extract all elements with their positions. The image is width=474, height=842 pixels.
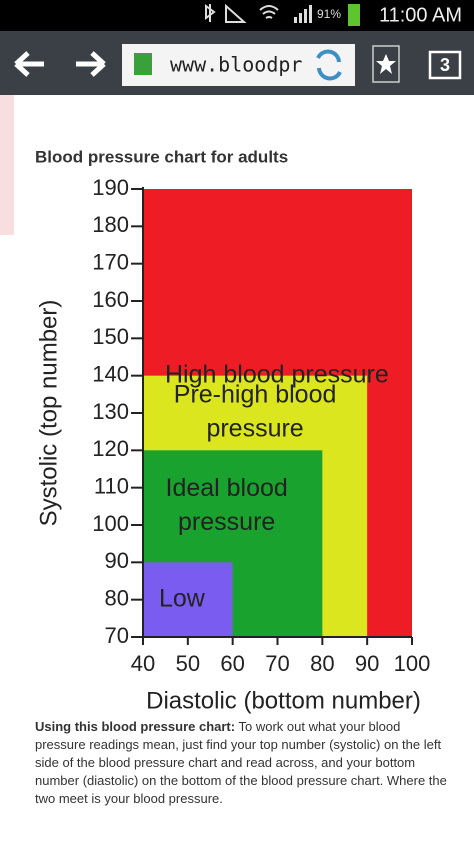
x-tick-label: 100 — [394, 651, 431, 676]
region-label: Low — [159, 584, 206, 612]
y-tick-label: 150 — [92, 324, 129, 349]
status-icons — [205, 3, 312, 23]
x-tick-label: 80 — [310, 651, 334, 676]
heading: Blood pressure chart for adults — [35, 147, 288, 166]
x-tick-label: 60 — [220, 651, 244, 676]
y-tick-label: 140 — [92, 361, 129, 386]
x-tick-label: 70 — [265, 651, 289, 676]
region-label: Pre-high blood — [174, 381, 337, 409]
x-tick-label: 40 — [131, 651, 155, 676]
y-tick-label: 70 — [105, 623, 129, 648]
back-button[interactable] — [14, 51, 44, 77]
caption: Using this blood pressure chart: To work… — [35, 718, 447, 808]
y-tick-label: 180 — [92, 212, 129, 237]
tab-count: 3 — [440, 55, 450, 75]
region-label: High blood pressure — [165, 360, 389, 388]
forward-button[interactable] — [76, 51, 106, 77]
region-label: pressure — [178, 508, 275, 536]
y-tick-label: 170 — [92, 249, 129, 274]
y-tick-label: 130 — [92, 399, 129, 424]
y-tick-label: 90 — [105, 548, 129, 573]
x-tick-label: 90 — [355, 651, 379, 676]
y-tick-label: 110 — [94, 473, 129, 498]
x-axis-label: Diastolic (bottom number) — [146, 687, 421, 714]
site-icon — [134, 53, 152, 75]
y-tick-label: 120 — [92, 436, 129, 461]
bookmark-button[interactable] — [372, 45, 400, 83]
y-tick-label: 80 — [105, 585, 129, 610]
tabs-button[interactable] — [428, 50, 462, 80]
caption-text: To work out what your blood pressure rea… — [35, 719, 447, 806]
url-box[interactable] — [122, 44, 355, 86]
battery-icon — [348, 4, 360, 26]
region-label: Ideal blood — [166, 474, 288, 502]
battery-percent: 91% — [317, 7, 341, 21]
clock: 11:00 AM — [379, 4, 462, 26]
side-tab — [0, 95, 14, 235]
x-tick-label: 50 — [176, 651, 200, 676]
url-text[interactable]: www.bloodpr — [170, 53, 302, 77]
region — [143, 562, 233, 637]
y-tick-label: 190 — [92, 175, 129, 200]
region-label: pressure — [206, 415, 303, 443]
y-tick-label: 160 — [92, 287, 129, 312]
y-axis-label: Systolic (top number) — [35, 300, 62, 527]
bookmark-star — [376, 54, 396, 74]
refresh-button[interactable] — [316, 49, 342, 81]
caption-bold: Using this blood pressure chart: — [35, 719, 236, 734]
y-tick-label: 100 — [92, 511, 129, 536]
